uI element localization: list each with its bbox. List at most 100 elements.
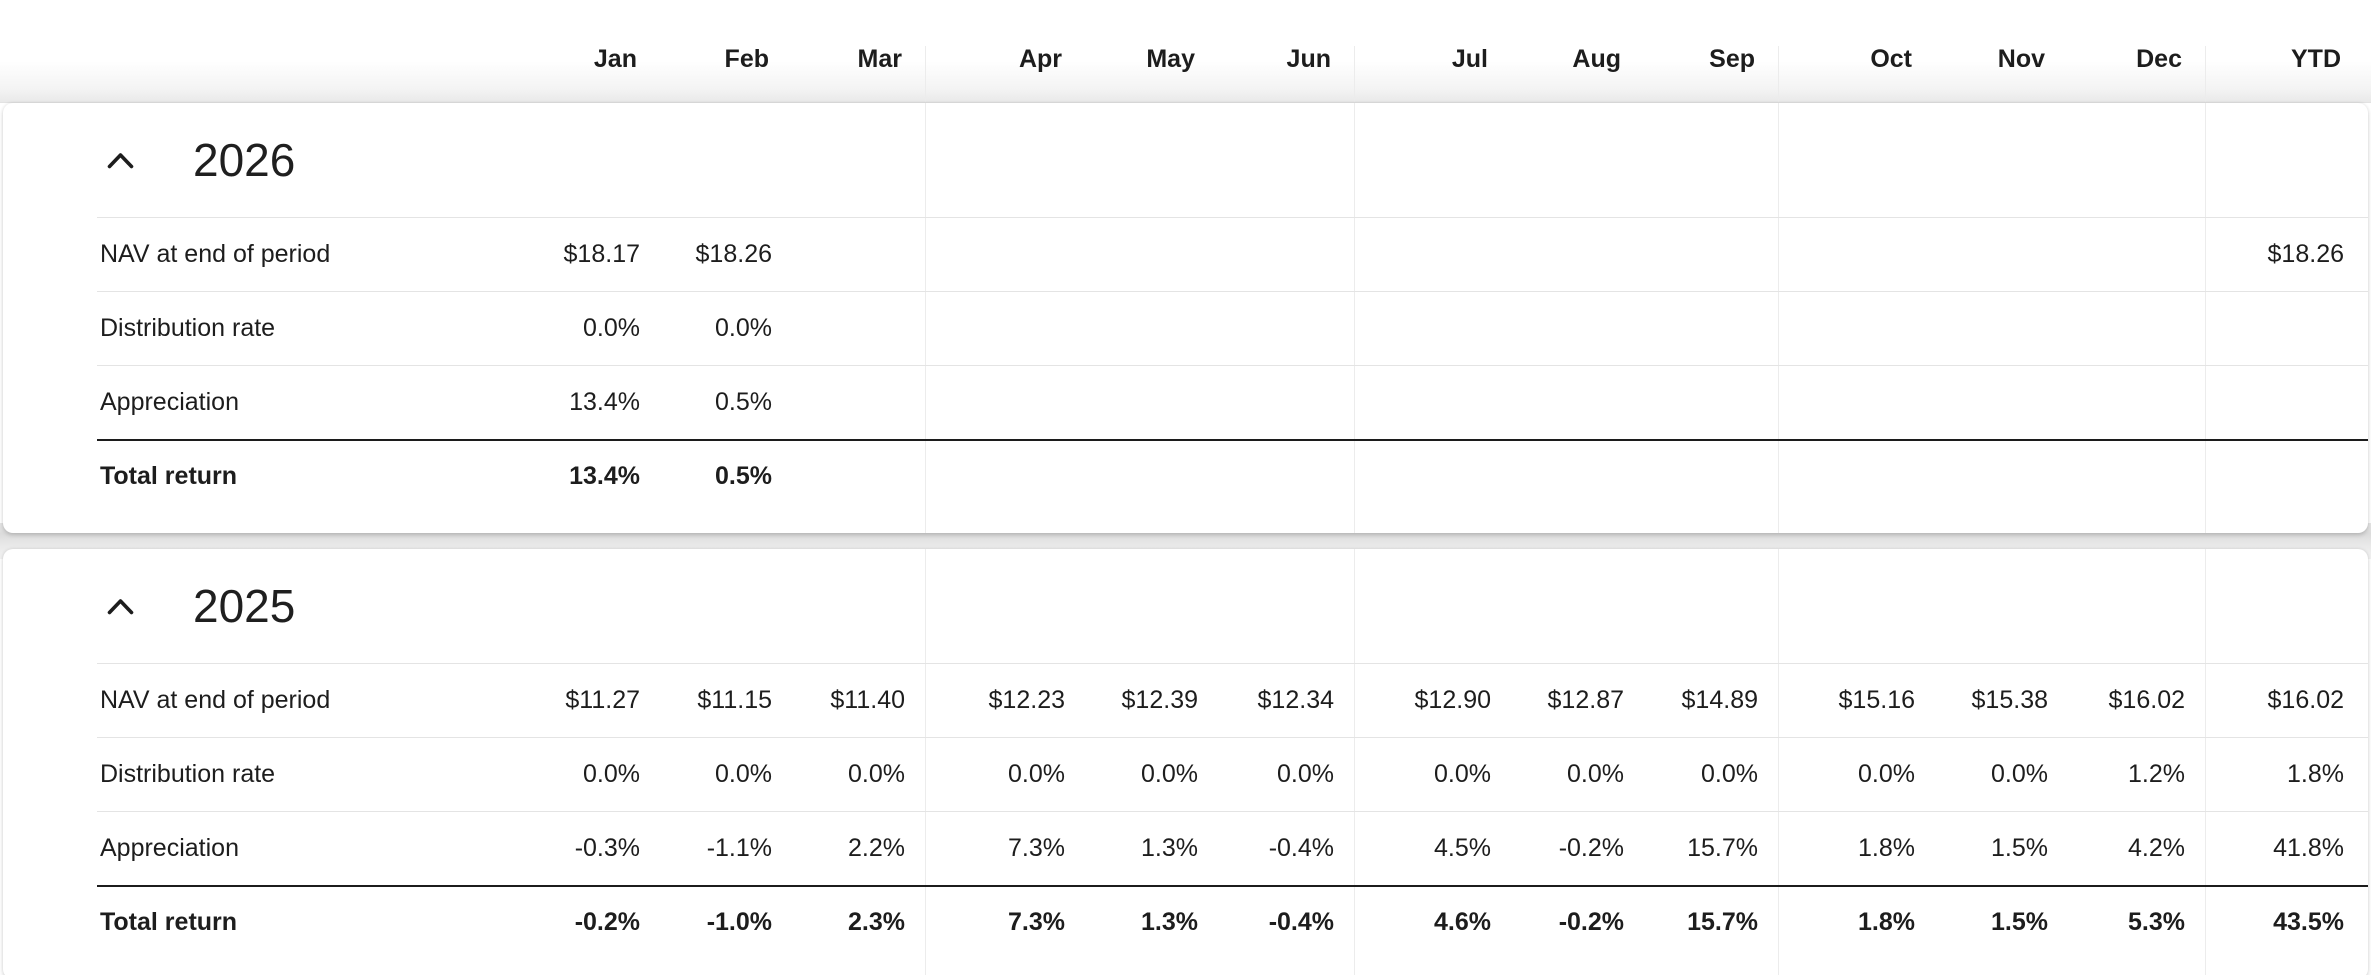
value-cell: 1.3% (1141, 908, 1198, 936)
value-cell: $16.02 (2108, 686, 2185, 714)
value-cell: 0.0% (1277, 760, 1334, 788)
value-cell: $15.38 (1971, 686, 2048, 714)
year-title: 2025 (193, 580, 296, 632)
quarter-divider (1354, 103, 1355, 533)
value-cell: 1.5% (1991, 834, 2048, 862)
value-cell: $18.26 (2267, 240, 2344, 268)
quarter-divider (1354, 46, 1355, 102)
quarter-divider (2205, 103, 2206, 533)
value-cell: 0.0% (848, 760, 905, 788)
row-label: Appreciation (100, 387, 239, 416)
table-row: Distribution rate 0.0% 0.0% (3, 291, 2368, 365)
value-cell: 0.0% (1141, 760, 1198, 788)
chevron-up-icon (107, 152, 133, 168)
value-cell: $12.23 (988, 686, 1065, 714)
table-row: Appreciation 13.4% 0.5% (3, 365, 2368, 439)
value-cell: 2.3% (848, 908, 905, 936)
month-header-nov: Nov (1997, 45, 2045, 73)
value-cell: 0.0% (1567, 760, 1624, 788)
value-cell: 1.8% (1858, 834, 1915, 862)
value-cell: -0.2% (574, 908, 640, 936)
value-cell: $12.39 (1121, 686, 1198, 714)
month-header-oct: Oct (1870, 45, 1912, 73)
value-cell: 0.0% (1701, 760, 1758, 788)
month-header-jul: Jul (1451, 45, 1488, 73)
value-cell: -0.4% (1268, 834, 1334, 862)
value-cell: 43.5% (2273, 908, 2344, 936)
value-cell: 13.4% (569, 388, 640, 416)
value-cell: 15.7% (1687, 834, 1758, 862)
month-header-dec: Dec (2136, 45, 2182, 73)
quarter-divider (1354, 549, 1355, 975)
value-cell: $11.27 (565, 686, 640, 714)
value-cell: 7.3% (1008, 908, 1065, 936)
year-heading-row: 2026 (3, 103, 2368, 217)
table-row: Appreciation -0.3% -1.1% 2.2% 7.3% 1.3% -0.4%… (3, 811, 2368, 885)
value-cell: 4.6% (1434, 908, 1491, 936)
value-cell: -0.3% (574, 834, 640, 862)
value-cell: 0.0% (583, 314, 640, 342)
month-header-may: May (1146, 45, 1195, 73)
value-cell: 1.5% (1991, 908, 2048, 936)
value-cell: -1.0% (706, 908, 772, 936)
value-cell: 0.0% (1858, 760, 1915, 788)
value-cell: 0.0% (715, 760, 772, 788)
year-section-2026: 2026 NAV at end of period $18.17 $18.26 $1… (3, 103, 2368, 533)
month-header-sep: Sep (1709, 45, 1755, 73)
value-cell: $14.89 (1681, 686, 1758, 714)
row-label: Distribution rate (100, 759, 276, 788)
value-cell: 13.4% (569, 462, 640, 490)
row-label: Total return (100, 461, 238, 490)
value-cell: 7.3% (1008, 834, 1065, 862)
month-header-jun: Jun (1286, 45, 1331, 73)
value-cell: -0.4% (1268, 908, 1334, 936)
row-label: Distribution rate (100, 313, 276, 342)
month-header-mar: Mar (857, 45, 902, 73)
value-cell: 1.8% (1858, 908, 1915, 936)
value-cell: 0.0% (1991, 760, 2048, 788)
quarter-divider (925, 46, 926, 102)
value-cell: 0.0% (1434, 760, 1491, 788)
month-header-jan: Jan (593, 45, 637, 73)
value-cell: $11.15 (697, 686, 772, 714)
value-cell: 4.2% (2128, 834, 2185, 862)
value-cell: -1.1% (706, 834, 772, 862)
year-section-2025: 2025 NAV at end of period $11.27 $11.15 $1… (3, 549, 2368, 975)
quarter-divider (925, 549, 926, 975)
value-cell: -0.2% (1558, 908, 1624, 936)
value-cell: 1.8% (2287, 760, 2344, 788)
chevron-up-icon (107, 598, 133, 614)
year-rows: NAV at end of period $11.27 $11.15 $11.40 $… (3, 663, 2368, 959)
row-label: NAV at end of period (100, 685, 331, 714)
year-rows: NAV at end of period $18.17 $18.26 $18.26 … (3, 217, 2368, 513)
year-cards-container: 2026 NAV at end of period $18.17 $18.26 $1… (0, 103, 2371, 975)
month-header-apr: Apr (1018, 45, 1062, 73)
quarter-divider (2205, 46, 2206, 102)
value-cell: 4.5% (1434, 834, 1491, 862)
value-cell: $15.16 (1838, 686, 1915, 714)
row-label: Total return (100, 907, 238, 936)
value-cell: $18.26 (695, 240, 772, 268)
table-row: NAV at end of period $18.17 $18.26 $18.26 (3, 217, 2368, 291)
year-title: 2026 (193, 134, 296, 186)
row-label: Appreciation (100, 833, 239, 862)
value-cell: $12.34 (1257, 686, 1334, 714)
month-header-aug: Aug (1572, 45, 1621, 73)
value-cell: 1.3% (1141, 834, 1198, 862)
month-header-feb: Feb (724, 45, 769, 73)
value-cell: 0.0% (715, 314, 772, 342)
table-row: Distribution rate 0.0% 0.0% 0.0% 0.0% 0.0% 0.… (3, 737, 2368, 811)
value-cell: $11.40 (830, 686, 905, 714)
value-cell: -0.2% (1558, 834, 1624, 862)
value-cell: $12.87 (1547, 686, 1624, 714)
quarter-divider (1778, 103, 1779, 533)
collapse-year-button[interactable] (103, 143, 137, 177)
row-label: NAV at end of period (100, 239, 331, 268)
value-cell: 0.0% (583, 760, 640, 788)
value-cell: 1.2% (2128, 760, 2185, 788)
quarter-divider (1778, 549, 1779, 975)
ytd-header: YTD (2291, 45, 2341, 73)
collapse-year-button[interactable] (103, 589, 137, 623)
value-cell: $18.17 (563, 240, 640, 268)
